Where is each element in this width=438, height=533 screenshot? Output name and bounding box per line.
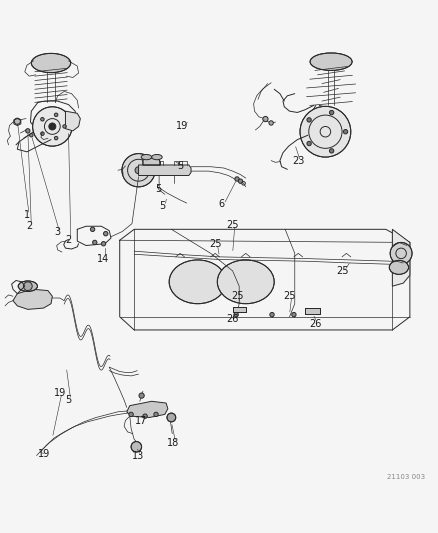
Ellipse shape: [169, 260, 226, 304]
Ellipse shape: [309, 53, 351, 70]
Text: 5: 5: [177, 161, 183, 171]
Text: 5: 5: [155, 184, 161, 195]
Text: 25: 25: [283, 291, 295, 301]
Text: 21103 003: 21103 003: [386, 474, 424, 480]
Circle shape: [49, 123, 56, 130]
Text: 23: 23: [291, 157, 304, 166]
Circle shape: [101, 241, 106, 246]
Circle shape: [268, 121, 273, 125]
Circle shape: [129, 412, 133, 417]
Text: 2: 2: [65, 235, 71, 245]
Circle shape: [14, 118, 20, 124]
Circle shape: [103, 231, 108, 236]
Circle shape: [328, 110, 333, 115]
Polygon shape: [304, 308, 319, 314]
Ellipse shape: [389, 261, 408, 274]
Circle shape: [343, 130, 347, 134]
Circle shape: [233, 312, 238, 317]
Text: 25: 25: [335, 266, 347, 276]
Circle shape: [291, 312, 295, 317]
Circle shape: [262, 116, 268, 122]
Circle shape: [122, 154, 155, 187]
Circle shape: [41, 132, 44, 135]
Ellipse shape: [151, 155, 162, 160]
Circle shape: [269, 312, 274, 317]
Circle shape: [25, 128, 30, 133]
Text: 19: 19: [176, 122, 188, 132]
Polygon shape: [143, 158, 160, 165]
Ellipse shape: [217, 260, 274, 304]
Circle shape: [131, 441, 141, 452]
Text: 19: 19: [53, 387, 66, 398]
Circle shape: [90, 227, 95, 231]
Circle shape: [92, 240, 97, 245]
Circle shape: [389, 243, 411, 264]
Circle shape: [238, 179, 242, 183]
Circle shape: [54, 113, 58, 117]
Circle shape: [306, 118, 311, 122]
Circle shape: [234, 177, 239, 181]
Text: 19: 19: [38, 449, 50, 459]
Circle shape: [299, 107, 350, 157]
Circle shape: [29, 133, 33, 137]
Text: 17: 17: [134, 416, 147, 425]
Circle shape: [153, 412, 158, 417]
Text: 2: 2: [26, 221, 32, 231]
Text: 14: 14: [97, 254, 110, 264]
Text: 26: 26: [226, 314, 238, 324]
Text: 25: 25: [208, 239, 221, 249]
Text: 26: 26: [309, 319, 321, 329]
Text: 1: 1: [24, 210, 30, 220]
Text: 5: 5: [65, 395, 71, 405]
Polygon shape: [392, 229, 409, 286]
Circle shape: [328, 149, 333, 153]
Circle shape: [23, 282, 32, 290]
Circle shape: [54, 136, 58, 140]
Circle shape: [135, 167, 142, 174]
Text: 25: 25: [226, 220, 238, 230]
Text: 13: 13: [132, 451, 145, 461]
Circle shape: [166, 413, 175, 422]
Text: 18: 18: [167, 438, 179, 448]
Polygon shape: [13, 289, 52, 309]
Circle shape: [32, 107, 72, 146]
Circle shape: [139, 393, 144, 398]
Ellipse shape: [141, 155, 151, 160]
Text: 5: 5: [159, 201, 166, 211]
Polygon shape: [127, 401, 167, 417]
Circle shape: [143, 414, 147, 418]
Text: 25: 25: [230, 291, 243, 301]
Polygon shape: [138, 165, 191, 175]
Circle shape: [41, 117, 44, 121]
Text: 3: 3: [54, 228, 60, 237]
Polygon shape: [65, 111, 80, 131]
Ellipse shape: [18, 281, 37, 292]
Circle shape: [63, 125, 66, 128]
Polygon shape: [232, 307, 245, 312]
Circle shape: [306, 141, 311, 146]
Text: 6: 6: [218, 199, 224, 209]
Ellipse shape: [31, 53, 71, 72]
